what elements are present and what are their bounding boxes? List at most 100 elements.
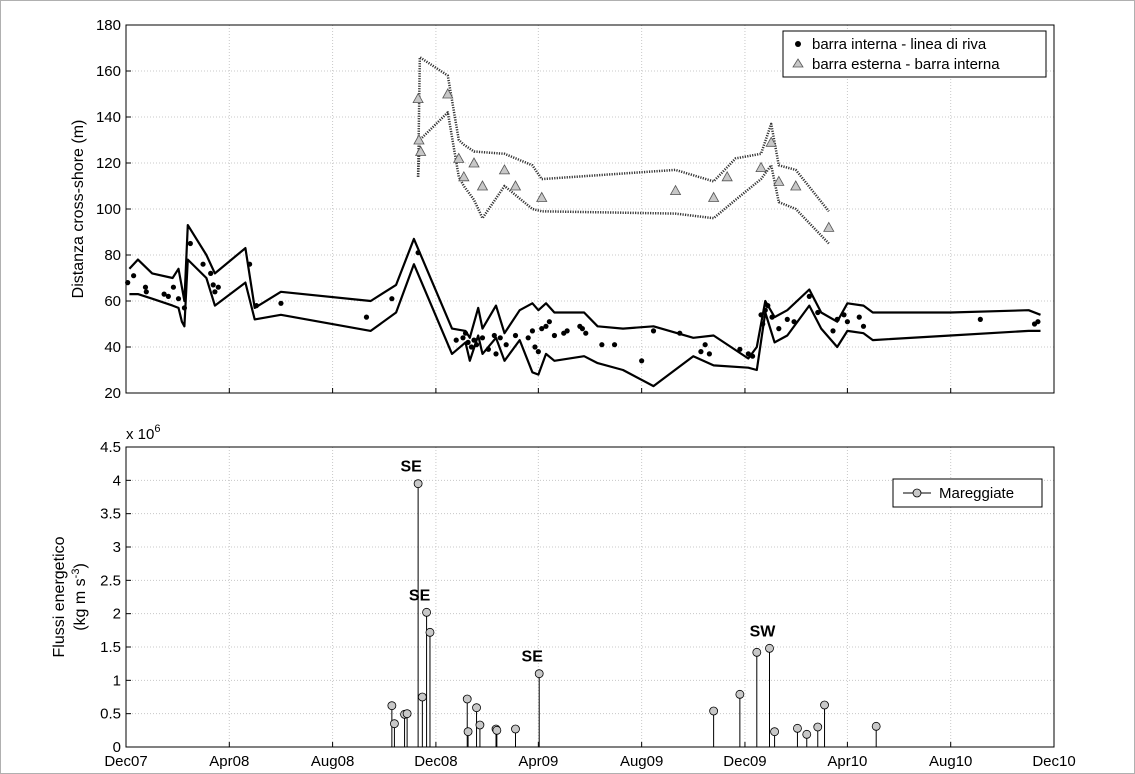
- inner-bar-point: [247, 261, 253, 267]
- storm-direction-label: SE: [409, 587, 431, 604]
- outer-bar-point: [468, 157, 480, 168]
- outer-bar-point: [458, 170, 470, 182]
- stem-marker: [511, 724, 520, 734]
- inner-bar-point: [453, 337, 459, 343]
- outer-bar-point: [755, 161, 767, 172]
- bottom-grid: [125, 447, 1055, 747]
- inner-bar-point: [512, 332, 519, 339]
- inner-bar-point: [131, 273, 137, 279]
- y-multiplier: x 106: [126, 423, 160, 443]
- stem-marker: [425, 627, 435, 637]
- inner-bar-point: [143, 289, 149, 295]
- x-tick-label: Dec08: [414, 753, 457, 770]
- outer-bar-point: [823, 221, 835, 232]
- inner-bar-point: [415, 250, 421, 256]
- bottom-y-tick-label: 0.5: [100, 706, 121, 723]
- outer-bar-point: [536, 191, 548, 202]
- inner-bar-point: [170, 284, 177, 290]
- inner-bar-point: [749, 353, 756, 359]
- storm-direction-label: SW: [750, 623, 777, 640]
- bottom-y-tick-label: 3: [113, 539, 121, 556]
- outer-bar-point: [790, 180, 802, 191]
- bottom-annotations: SE SE SE SW: [400, 459, 776, 666]
- bottom-y-tick-label: 2: [113, 606, 121, 623]
- stem-marker: [390, 719, 399, 729]
- inner-bar-point: [187, 240, 193, 247]
- top-y-tick-label: 100: [96, 201, 121, 218]
- legend-dot-marker: [795, 41, 801, 47]
- inner-bar-point: [737, 346, 743, 352]
- inner-bar-point: [784, 316, 790, 322]
- inner-bar-point: [762, 307, 768, 313]
- top-envelopes: [128, 55, 1041, 388]
- top-y-tick-label: 60: [104, 293, 121, 310]
- stem-marker: [735, 689, 745, 699]
- outer-bar-point: [509, 180, 522, 191]
- inner-bar-point: [599, 342, 605, 348]
- top-y-tick-label: 160: [96, 63, 121, 80]
- stem-marker: [709, 706, 719, 716]
- bottom-y-tick-label: 0: [113, 739, 121, 756]
- stem-marker: [770, 727, 779, 737]
- stem-marker: [820, 700, 829, 710]
- inner-bar-point: [758, 312, 764, 318]
- outer-bar-point: [476, 180, 489, 191]
- inner-bar-point: [791, 319, 797, 325]
- stem-marker: [813, 722, 823, 732]
- bottom-y-tick-label: 4: [113, 472, 121, 489]
- inner-bar-point: [485, 346, 491, 352]
- inner-bar-point: [497, 335, 503, 341]
- inner-bar-point: [215, 284, 221, 290]
- bottom-y-tick-label: 2.5: [100, 572, 121, 589]
- stem-marker: [871, 721, 881, 731]
- inner-bar-point: [977, 316, 983, 322]
- stem-marker: [492, 725, 502, 735]
- stem-marker: [413, 479, 423, 489]
- storm-direction-label: SE: [400, 459, 422, 476]
- envelope-solid-lower: [129, 258, 1041, 388]
- stem-marker: [422, 607, 431, 617]
- stem-marker: [463, 727, 473, 737]
- inner-bar-point: [142, 284, 149, 290]
- outer-bar-point: [721, 170, 733, 182]
- inner-bar-point: [611, 342, 618, 348]
- inner-bar-point: [841, 312, 847, 318]
- stem-marker: [472, 703, 481, 713]
- inner-bar-point: [473, 342, 480, 348]
- inner-bar-point: [539, 326, 545, 332]
- top-y-axis-label: Distanza cross-shore (m): [70, 120, 87, 299]
- inner-bar-point: [702, 342, 708, 348]
- inner-bar-point: [579, 326, 585, 332]
- inner-bar-point: [583, 330, 589, 336]
- bottom-stems: [387, 479, 881, 747]
- top-grid: [125, 25, 1055, 393]
- bottom-y-tick-label: 1: [113, 672, 121, 689]
- inner-bar-point: [677, 330, 683, 336]
- top-y-tick-label: 120: [96, 155, 121, 172]
- bottom-plot-border: [125, 446, 1055, 748]
- inner-bar-point: [468, 344, 475, 350]
- inner-bar-point: [465, 339, 471, 345]
- inner-bar-point: [706, 351, 712, 357]
- x-tick-label: Aug10: [929, 753, 972, 770]
- top-legend: barra interna - linea di riva barra este…: [782, 30, 1047, 78]
- x-tick-label: Apr10: [827, 753, 867, 770]
- x-axis-ticks: Dec07 Apr08 Aug08 Dec08 Apr09 Aug09 Dec09 Apr10…: [104, 753, 1075, 770]
- inner-bar-point: [460, 335, 466, 341]
- outer-bar-point: [498, 164, 511, 175]
- outer-bar-point: [773, 175, 785, 186]
- bottom-legend: Mareggiate: [892, 478, 1043, 508]
- bottom-y-tick-label: 3.5: [100, 506, 121, 523]
- envelope-solid-upper: [128, 224, 1041, 360]
- stem-marker: [387, 701, 397, 711]
- outer-bar-point: [669, 184, 682, 195]
- inner-bar-point: [564, 328, 570, 334]
- inner-bar-point: [181, 305, 188, 311]
- stem-marker: [462, 694, 472, 704]
- inner-bar-point: [363, 314, 370, 320]
- bottom-y-tick-label: 4.5: [100, 439, 121, 456]
- x-tick-label: Apr08: [209, 753, 249, 770]
- inner-bar-point: [546, 319, 552, 325]
- bottom-y-axis-label-line1: Flussi energetico: [51, 536, 68, 657]
- inner-bar-point: [200, 261, 206, 267]
